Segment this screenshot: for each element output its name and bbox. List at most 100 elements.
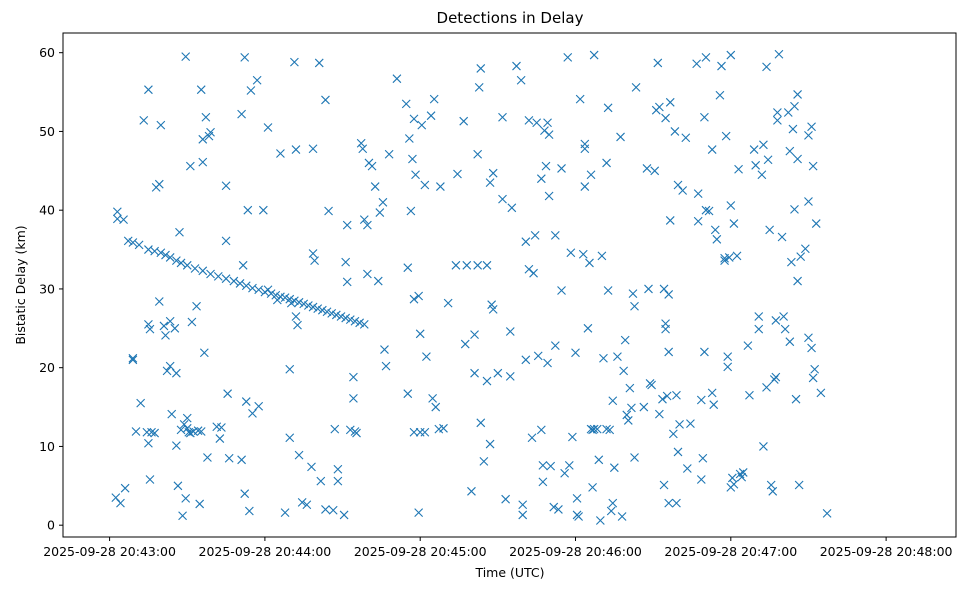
data-point [563, 53, 573, 62]
data-point [712, 234, 722, 244]
x-tick-label: 2025-09-28 20:45:00 [354, 544, 487, 559]
data-point [248, 283, 257, 293]
data-point [136, 398, 146, 408]
data-point [171, 368, 181, 378]
data-point [664, 498, 674, 508]
data-point [541, 161, 551, 171]
data-point [700, 347, 709, 357]
data-point [639, 402, 649, 412]
data-point [608, 498, 618, 508]
data-point [291, 145, 301, 154]
data-point [246, 86, 256, 95]
data-point [807, 343, 816, 353]
data-point [602, 424, 611, 434]
data-point [661, 113, 670, 123]
data-point [286, 298, 296, 308]
data-point [195, 499, 205, 509]
data-point [804, 130, 813, 140]
data-point [237, 455, 246, 465]
x-axis-ticks: 2025-09-28 20:43:00 2025-09-28 20:44:00 20… [43, 537, 953, 559]
data-point [252, 75, 262, 85]
data-point [350, 316, 360, 326]
data-point [333, 476, 343, 486]
data-point [693, 216, 703, 226]
data-point [411, 170, 420, 180]
data-point [358, 144, 368, 154]
data-point [759, 140, 768, 150]
data-point [192, 301, 201, 311]
data-point [179, 419, 189, 429]
data-point [793, 90, 802, 99]
data-point [668, 429, 678, 439]
data-point [557, 286, 566, 295]
data-point [470, 330, 479, 340]
data-point [258, 205, 268, 215]
data-point [530, 230, 540, 240]
data-point [243, 205, 253, 215]
data-point [516, 75, 526, 85]
data-point [181, 52, 191, 62]
data-point [816, 388, 826, 398]
data-point [294, 450, 304, 460]
data-point [686, 419, 695, 428]
data-point [715, 90, 725, 100]
data-point [414, 508, 424, 517]
data-point [381, 361, 391, 371]
data-point [650, 166, 660, 176]
data-point [768, 486, 778, 496]
data-point [313, 304, 323, 314]
data-point [658, 394, 667, 404]
data-point [150, 428, 160, 438]
data-point [771, 316, 781, 325]
data-point [518, 500, 528, 510]
data-point [459, 116, 469, 126]
data-point [720, 256, 729, 265]
data-point [729, 219, 739, 228]
data-point [414, 291, 424, 301]
data-point [426, 111, 436, 121]
data-point [769, 375, 779, 384]
data-point [751, 160, 761, 170]
data-point [479, 457, 489, 466]
data-point [807, 122, 816, 132]
data-point [370, 182, 380, 191]
data-point [406, 206, 416, 216]
data-point [765, 225, 775, 235]
data-point [692, 59, 702, 69]
data-point [532, 118, 542, 128]
data-point [664, 290, 674, 299]
data-point [217, 423, 226, 432]
data-point [330, 424, 340, 434]
data-point [595, 516, 605, 525]
data-point [238, 260, 248, 270]
data-point [150, 246, 160, 256]
data-point [762, 382, 771, 392]
data-point [571, 348, 580, 358]
data-point [165, 253, 175, 262]
data-point [488, 305, 498, 314]
y-axis-ticks: 0 10 20 30 40 50 60 [39, 45, 63, 533]
data-point [766, 480, 776, 490]
data-point [254, 401, 264, 411]
data-point [156, 120, 166, 130]
data-point [754, 324, 764, 334]
data-point [476, 64, 486, 73]
data-point [451, 260, 461, 270]
data-point [409, 114, 419, 124]
data-point [185, 161, 195, 171]
data-point [608, 396, 618, 406]
data-point [291, 312, 301, 321]
data-point [321, 505, 330, 514]
data-point [420, 180, 430, 190]
data-point [521, 355, 531, 365]
data-point [682, 464, 692, 473]
data-point [241, 281, 251, 291]
data-point [488, 168, 498, 178]
data-point [403, 263, 413, 273]
data-point [161, 331, 170, 340]
data-point [790, 101, 799, 111]
data-point [785, 337, 795, 347]
data-point [673, 447, 683, 457]
data-point [223, 389, 233, 399]
data-point [333, 464, 343, 474]
